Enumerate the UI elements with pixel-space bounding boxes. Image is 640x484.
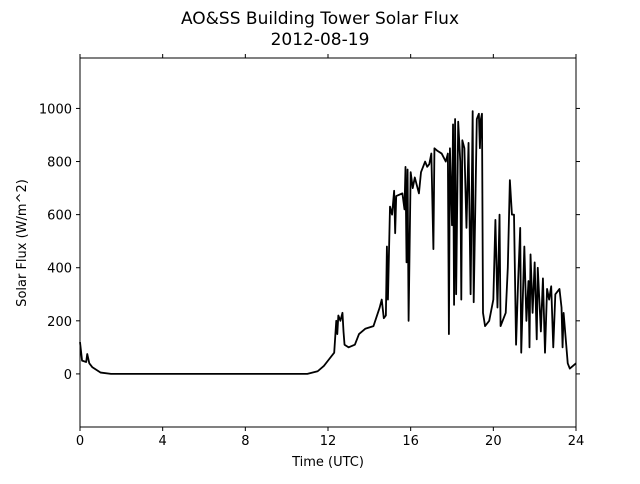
y-tick-label: 0 [64, 368, 72, 383]
chart-subtitle: 2012-08-19 [271, 30, 370, 50]
x-tick-label: 20 [485, 434, 502, 449]
chart-title: AO&SS Building Tower Solar Flux [181, 9, 459, 29]
y-tick-label: 600 [47, 209, 72, 224]
plot-frame [79, 57, 577, 428]
x-tick-label: 16 [402, 434, 419, 449]
y-tick-label: 400 [47, 262, 72, 277]
data-line [79, 110, 577, 375]
y-axis-label: Solar Flux (W/m^2) [15, 179, 30, 307]
x-tick-label: 24 [568, 434, 585, 449]
x-tick-label: 0 [76, 434, 84, 449]
y-tick-label: 1000 [39, 102, 72, 117]
x-tick-label: 4 [159, 434, 167, 449]
x-tick-label: 12 [320, 434, 337, 449]
x-axis-label: Time (UTC) [291, 455, 364, 470]
y-tick-label: 200 [47, 315, 72, 330]
y-tick-label: 800 [47, 156, 72, 171]
x-tick-label: 8 [241, 434, 249, 449]
